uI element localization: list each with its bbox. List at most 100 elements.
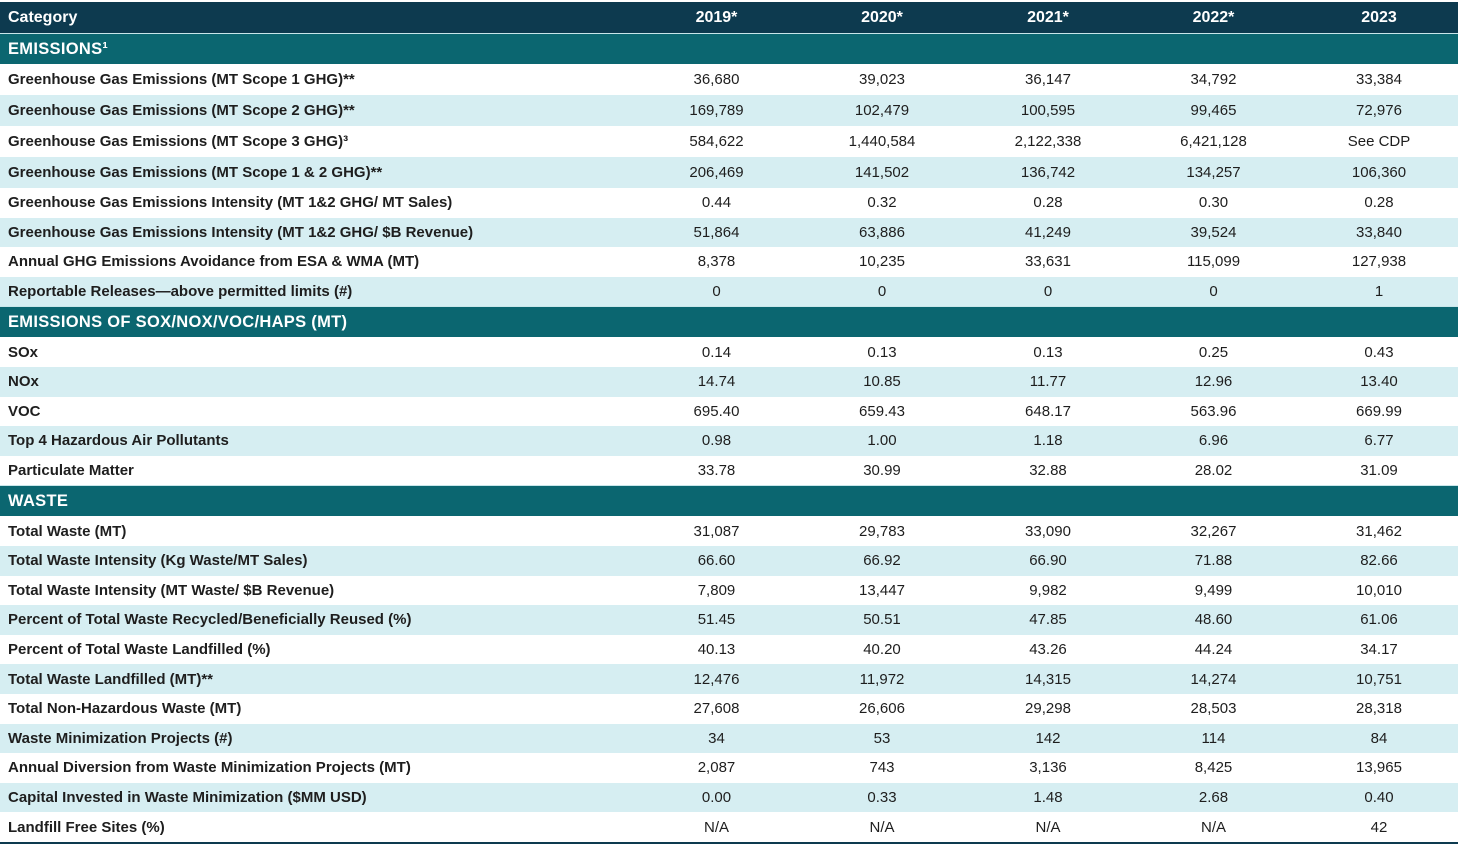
data-row: Top 4 Hazardous Air Pollutants 0.98 1.00 1.… [0, 426, 1458, 456]
row-label: NOx [0, 366, 630, 397]
data-row: Greenhouse Gas Emissions Intensity (MT 1… [0, 188, 1458, 218]
value-cell: 7,809 [697, 581, 736, 599]
value-cell: 34,792 [1190, 71, 1237, 88]
value-cell: 0.28 [1364, 194, 1394, 212]
value-cell: 106,360 [1292, 157, 1458, 188]
data-row: Percent of Total Waste Landfilled (%) 40.… [0, 635, 1458, 665]
value-cell: 0.40 [1292, 782, 1458, 813]
value-cell: 32.88 [1029, 462, 1067, 480]
row-label: Percent of Total Waste Landfilled (%) [8, 641, 271, 659]
value-cell: 2,122,338 [1014, 133, 1082, 150]
value-cell: 0.33 [795, 782, 961, 813]
data-row: Greenhouse Gas Emissions (MT Scope 2 GHG… [0, 95, 1458, 126]
value-cell: 102,479 [795, 95, 961, 126]
value-cell: 14.74 [630, 366, 795, 397]
value-cell: 115,099 [1186, 253, 1241, 271]
value-cell: 563.96 [1190, 402, 1237, 420]
value-cell: 42 [1370, 818, 1388, 836]
value-cell: 3,136 [1029, 759, 1067, 777]
value-cell: 29,298 [1025, 700, 1071, 718]
value-cell: 84 [1292, 723, 1458, 754]
value-cell: 743 [869, 759, 895, 777]
value-cell: 33,840 [1292, 217, 1458, 248]
data-row: Annual Diversion from Waste Minimization… [0, 753, 1458, 783]
row-label: Annual Diversion from Waste Minimization… [8, 759, 411, 777]
row-label: Annual GHG Emissions Avoidance from ESA … [8, 253, 420, 271]
row-label: Total Waste Landfilled (MT)** [0, 664, 630, 694]
column-header: 2021* [961, 2, 1127, 34]
value-cell: 28.02 [1194, 462, 1233, 480]
data-row: Capital Invested in Waste Minimization (… [0, 782, 1458, 813]
value-cell: 63,886 [795, 217, 961, 248]
value-cell: 14,274 [1127, 664, 1292, 694]
value-cell: 8,378 [697, 253, 736, 271]
value-cell: 39,023 [859, 71, 905, 88]
row-label: Greenhouse Gas Emissions Intensity (MT 1… [0, 217, 630, 248]
data-row: SOx 0.14 0.13 0.13 0.25 0.43 [0, 337, 1458, 367]
value-cell: 41,249 [961, 217, 1127, 248]
row-label: Total Waste Intensity (MT Waste/ $B Reve… [8, 581, 335, 599]
value-cell: 61.06 [1292, 605, 1458, 635]
value-cell: 71.88 [1127, 545, 1292, 576]
value-cell: 82.66 [1292, 545, 1458, 576]
value-cell: 0.00 [630, 782, 795, 813]
row-label: Reportable Releases—above permitted limi… [0, 276, 630, 307]
row-label: VOC [8, 402, 41, 420]
value-cell: 66.60 [630, 545, 795, 576]
header-row: Category 2019* 2020* 2021* 2022* 2023 [0, 2, 1458, 34]
data-row: Percent of Total Waste Recycled/Benefici… [0, 605, 1458, 635]
value-cell: 1.00 [795, 426, 961, 456]
value-cell: 114 [1127, 723, 1292, 754]
value-cell: 0.32 [867, 194, 897, 212]
value-cell: 36,680 [693, 71, 740, 88]
value-cell: 72,976 [1292, 95, 1458, 126]
value-cell: 34.17 [1360, 641, 1398, 659]
data-row: Greenhouse Gas Emissions (MT Scope 3 GHG… [0, 126, 1458, 157]
value-cell: 28,503 [1190, 700, 1237, 718]
value-cell: 0.44 [701, 194, 732, 212]
value-cell: 30.99 [863, 462, 901, 480]
row-label: Greenhouse Gas Emissions (MT Scope 1 & 2… [0, 157, 630, 188]
value-cell: 99,465 [1127, 95, 1292, 126]
value-cell: 9,982 [1029, 581, 1067, 599]
value-cell: 669.99 [1356, 402, 1402, 420]
value-cell: 2,087 [697, 759, 736, 777]
value-cell: 11,972 [795, 664, 961, 694]
value-cell: 29,783 [859, 522, 905, 540]
data-row: Annual GHG Emissions Avoidance from ESA … [0, 247, 1458, 277]
data-row: VOC 695.40 659.43 648.17 563.96 669.99 [0, 397, 1458, 427]
value-cell: 32,267 [1190, 522, 1237, 540]
value-cell: 127,938 [1351, 253, 1407, 271]
value-cell: 51.45 [630, 605, 795, 635]
value-cell: N/A [869, 818, 895, 836]
value-cell: 33,631 [1025, 253, 1071, 271]
column-header: 2023 [1292, 2, 1458, 34]
value-cell: 10.85 [795, 366, 961, 397]
section-title: EMISSIONS¹ [0, 33, 1458, 64]
row-label: Landfill Free Sites (%) [8, 818, 165, 836]
value-cell: 134,257 [1127, 157, 1292, 188]
value-cell: 10,751 [1292, 664, 1458, 694]
data-table: Category 2019* 2020* 2021* 2022* 2023 EMISSIO… [0, 2, 1458, 844]
row-label: Waste Minimization Projects (#) [0, 723, 630, 754]
section-title: WASTE [0, 485, 1458, 517]
value-cell: 44.24 [1194, 641, 1233, 659]
value-cell: 0.13 [867, 343, 897, 361]
value-cell: 0.14 [701, 343, 732, 361]
row-label: Total Waste (MT) [8, 522, 127, 540]
value-cell: 8,425 [1194, 759, 1233, 777]
value-cell: 584,622 [689, 133, 744, 150]
value-cell: 648.17 [1025, 402, 1071, 420]
row-label: Greenhouse Gas Emissions (MT Scope 2 GHG… [0, 95, 630, 126]
value-cell: 0.25 [1198, 343, 1229, 361]
data-row: Greenhouse Gas Emissions (MT Scope 1 & 2… [0, 157, 1458, 188]
value-cell: 13.40 [1292, 366, 1458, 397]
value-cell: 169,789 [630, 95, 795, 126]
value-cell: 28,318 [1356, 700, 1402, 718]
row-label: Total Waste Intensity (Kg Waste/MT Sales… [0, 545, 630, 576]
data-row: Total Waste Intensity (Kg Waste/MT Sales… [0, 545, 1458, 576]
data-row: Total Waste (MT) 31,087 29,783 33,090 32,267… [0, 516, 1458, 546]
row-label: SOx [8, 343, 39, 361]
value-cell: 66.92 [795, 545, 961, 576]
row-label: Greenhouse Gas Emissions (MT Scope 3 GHG… [8, 133, 349, 150]
